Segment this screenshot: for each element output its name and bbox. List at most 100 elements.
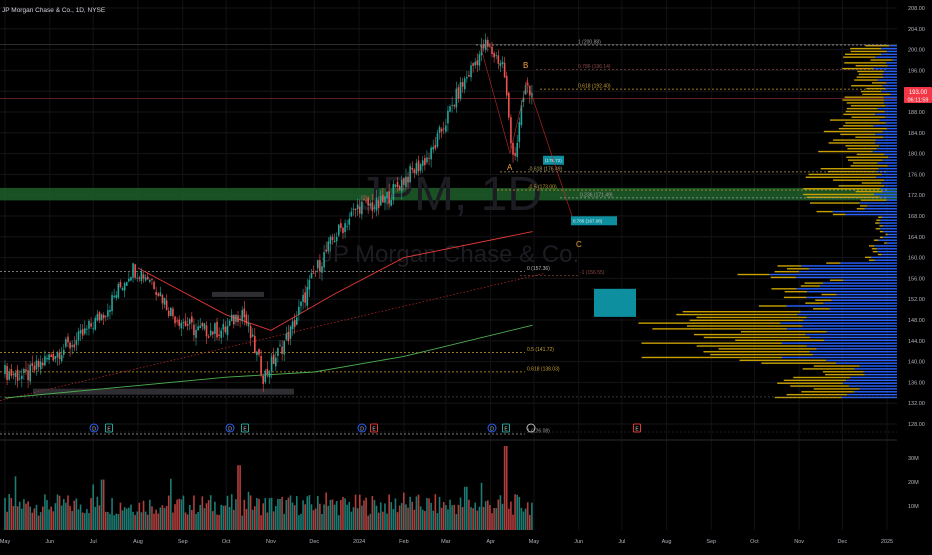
volume-bar — [138, 502, 141, 530]
volume-bar — [92, 484, 94, 530]
candle-body — [377, 200, 380, 209]
profile-bar-buy — [882, 130, 897, 133]
earnings-marker[interactable]: E — [370, 423, 378, 433]
candle-body — [323, 252, 325, 268]
earnings-icon — [241, 423, 249, 433]
profile-bar-buy — [881, 216, 897, 219]
profile-bar-buy — [803, 319, 897, 321]
profile-bar-buy — [877, 250, 897, 253]
profile-bar-sell — [638, 322, 781, 324]
candle-body — [111, 294, 113, 312]
candle-body — [69, 342, 71, 349]
profile-bar-sell — [846, 102, 885, 104]
candle-body — [327, 241, 330, 252]
dividend-marker[interactable]: D — [225, 423, 235, 433]
profile-bar-buy — [843, 382, 897, 384]
profile-bar-sell — [857, 70, 884, 73]
profile-bar-buy — [863, 371, 897, 373]
volume-bar — [323, 504, 325, 530]
volume-bar — [191, 509, 193, 530]
profile-bar-sell — [777, 382, 844, 384]
candle-body — [489, 45, 491, 47]
candle-body — [529, 85, 531, 96]
candle-body — [218, 334, 220, 336]
fib-label: 1 (200.88) — [578, 40, 601, 46]
candle-body — [239, 318, 241, 320]
candle-body — [209, 330, 212, 336]
candle-body — [207, 336, 210, 338]
candle-body — [459, 82, 462, 99]
last-price-label: 193.00 06:11:59 — [904, 87, 932, 104]
volume-bar — [180, 499, 183, 530]
profile-bar-sell — [862, 93, 891, 96]
profile-bar-buy — [882, 159, 897, 161]
candle-body — [474, 61, 477, 66]
volume-bar — [520, 507, 523, 530]
profile-bar-buy — [886, 242, 897, 244]
price-axis[interactable]: 208.00204.00200.00196.00192.00188.00184.… — [908, 6, 925, 428]
dividend-marker[interactable]: D — [357, 423, 367, 433]
profile-bar-sell — [825, 373, 865, 376]
time-tick: Aug — [133, 539, 143, 545]
profile-bar-sell — [868, 259, 875, 261]
earnings-marker[interactable]: E — [502, 423, 510, 433]
profile-bar-sell — [641, 356, 783, 359]
candle-body — [123, 283, 126, 291]
profile-bar-buy — [879, 196, 897, 198]
volume-bar — [50, 506, 52, 530]
candle-body — [365, 200, 367, 202]
volume-bar — [316, 495, 319, 530]
volume-bar — [329, 499, 332, 530]
volume-bar — [83, 513, 86, 530]
candle-body — [277, 347, 279, 356]
profile-bar-sell — [676, 313, 798, 316]
earnings-marker[interactable]: E — [241, 423, 249, 433]
profile-bar-sell — [855, 190, 883, 193]
trend-line — [0, 272, 546, 401]
profile-bar-sell — [823, 130, 883, 133]
volume-bar — [159, 507, 162, 530]
earnings-marker[interactable]: E — [633, 423, 641, 433]
profile-bar-sell — [739, 359, 827, 362]
profile-bar-sell — [870, 59, 893, 61]
candle-body — [398, 186, 401, 191]
volume-bar — [212, 511, 214, 530]
volume-bar — [33, 508, 36, 530]
profile-bar-sell — [856, 208, 865, 210]
profile-bar-sell — [847, 147, 877, 150]
candle-body — [54, 356, 57, 360]
candle-body — [235, 314, 237, 322]
volume-bar — [428, 498, 430, 530]
profile-bar-sell — [850, 50, 887, 53]
volume-bar — [344, 498, 346, 530]
volume-bar — [453, 504, 456, 530]
profile-bar-buy — [877, 79, 897, 81]
candle-body — [270, 356, 273, 372]
candle-body — [212, 331, 214, 335]
dividend-marker[interactable]: D — [89, 423, 99, 433]
profile-bar-buy — [875, 139, 897, 141]
volume-bar — [455, 514, 458, 530]
volume-tick: 10M — [908, 504, 919, 510]
candle-body — [33, 365, 36, 371]
candle-body — [415, 162, 418, 174]
candle-body — [335, 236, 338, 242]
marker-label: E — [372, 427, 376, 433]
volume-bar — [354, 494, 357, 530]
fib-label: 0.618 (192.40) — [578, 84, 611, 90]
candle-body — [491, 46, 493, 55]
candle-body — [193, 324, 195, 336]
candle-body — [300, 301, 302, 307]
profile-bar-sell — [802, 368, 855, 370]
candle-body — [245, 314, 248, 324]
earnings-marker[interactable]: E — [105, 423, 113, 433]
profile-bar-buy — [800, 311, 897, 313]
profile-bar-sell — [804, 282, 824, 284]
profile-bar-sell — [871, 82, 887, 84]
time-axis[interactable]: May Jun Jul Aug Sep Oct Nov Dec 2024 Feb Mar Apr May… — [0, 539, 893, 545]
volume-bar — [510, 501, 512, 530]
dividend-marker[interactable]: D — [487, 423, 497, 433]
candle-body — [195, 329, 197, 338]
volume-bar — [77, 509, 80, 530]
